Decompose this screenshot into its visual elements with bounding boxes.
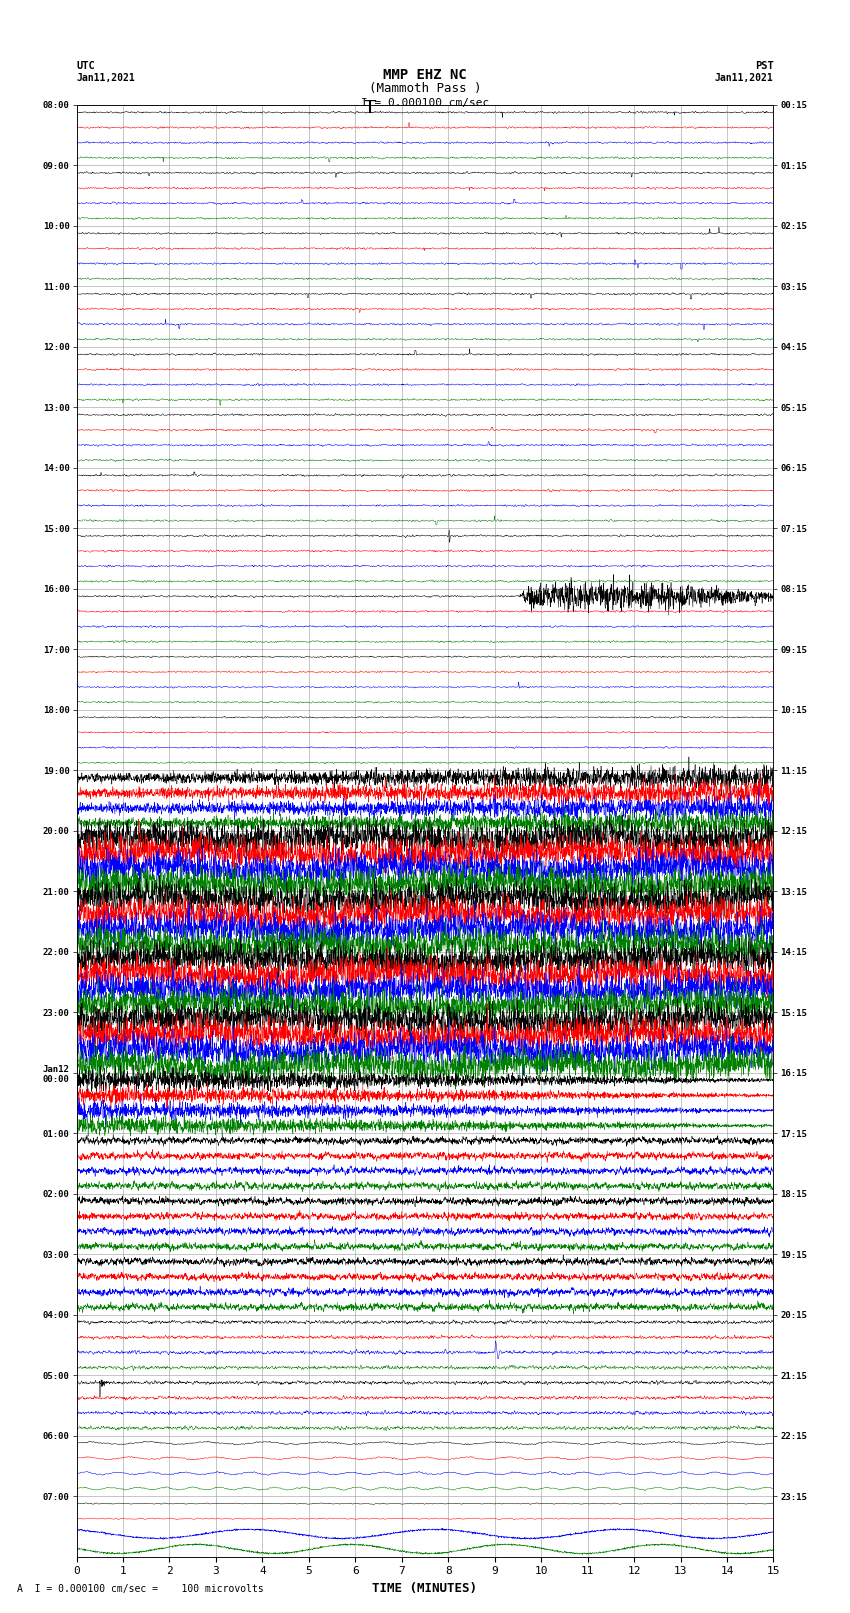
X-axis label: TIME (MINUTES): TIME (MINUTES) [372,1582,478,1595]
Text: I = 0.000100 cm/sec: I = 0.000100 cm/sec [361,98,489,108]
Text: A  I = 0.000100 cm/sec =    100 microvolts: A I = 0.000100 cm/sec = 100 microvolts [17,1584,264,1594]
Text: Jan11,2021: Jan11,2021 [715,73,774,82]
Text: PST: PST [755,61,774,71]
Text: Jan11,2021: Jan11,2021 [76,73,135,82]
Text: UTC: UTC [76,61,95,71]
Text: MMP EHZ NC: MMP EHZ NC [383,68,467,82]
Text: (Mammoth Pass ): (Mammoth Pass ) [369,82,481,95]
